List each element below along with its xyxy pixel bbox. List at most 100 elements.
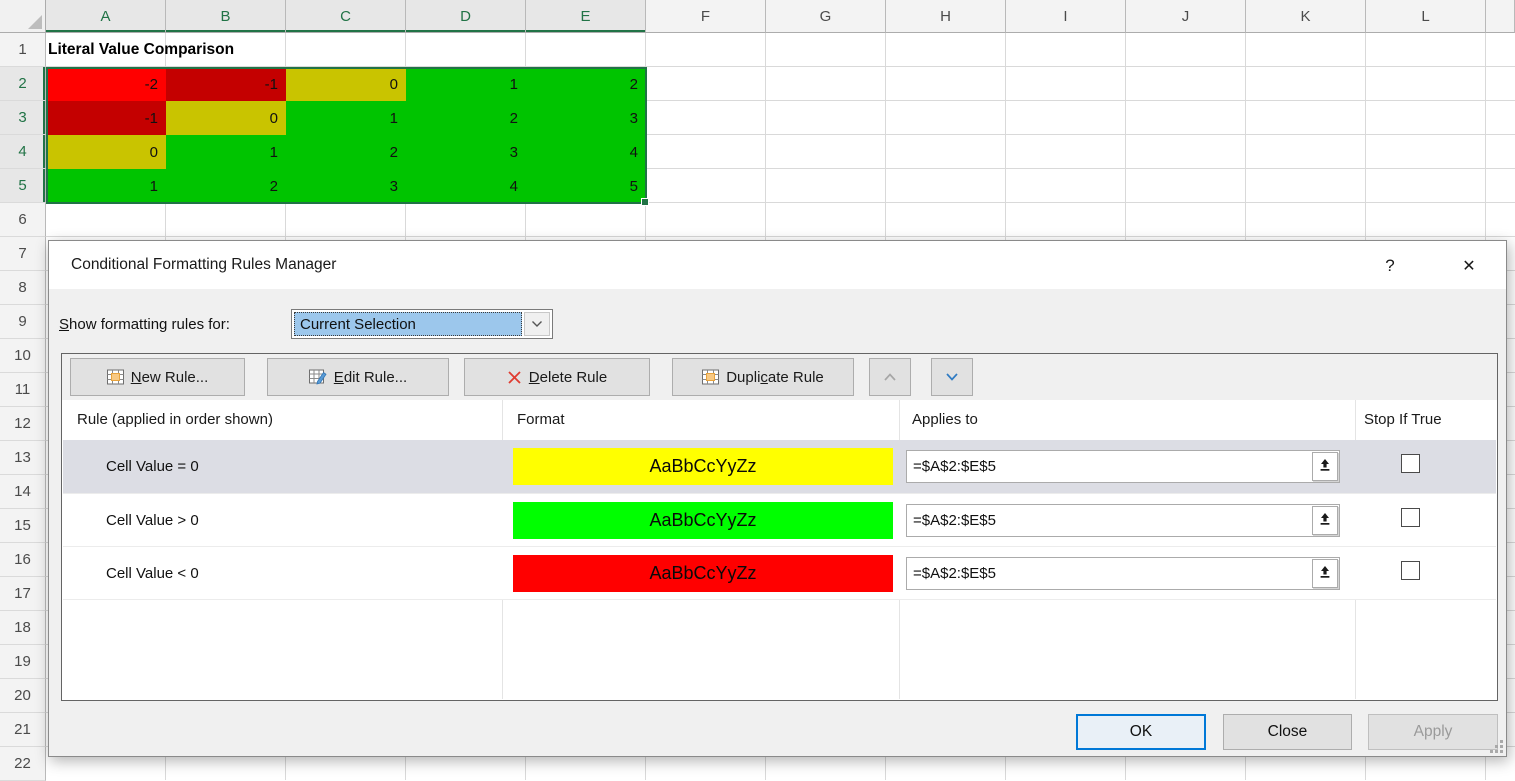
column-header-stop-if-true: Stop If True xyxy=(1364,411,1442,428)
collapse-dialog-icon xyxy=(1318,458,1332,475)
collapse-dialog-range-button[interactable] xyxy=(1312,559,1338,588)
conditional-formatting-rules-manager-dialog: Conditional Formatting Rules Manager ? ✕… xyxy=(48,240,1507,757)
select-all-corner[interactable] xyxy=(0,0,46,33)
dropdown-arrow-button[interactable] xyxy=(524,312,550,336)
collapse-dialog-icon xyxy=(1318,565,1332,582)
column-header-d[interactable]: D xyxy=(406,0,526,33)
apply-button[interactable]: Apply xyxy=(1368,714,1498,750)
help-button[interactable]: ? xyxy=(1376,253,1404,279)
table-edit-pencil-icon xyxy=(308,369,327,385)
column-header-rule: Rule (applied in order shown) xyxy=(77,411,273,428)
row-header-11[interactable]: 11 xyxy=(0,373,46,407)
show-rules-for-dropdown[interactable]: Current Selection xyxy=(291,309,553,339)
grid-cell-E2[interactable]: 2 xyxy=(526,67,646,101)
rule-row-cell-value-less-0[interactable]: Cell Value < 0 AaBbCcYyZz xyxy=(63,547,1496,600)
row-header-16[interactable]: 16 xyxy=(0,543,46,577)
row-header-18[interactable]: 18 xyxy=(0,611,46,645)
row-header-13[interactable]: 13 xyxy=(0,441,46,475)
row-header-12[interactable]: 12 xyxy=(0,407,46,441)
column-header-l[interactable]: L xyxy=(1366,0,1486,33)
row-header-6[interactable]: 6 xyxy=(0,203,46,237)
column-header-e[interactable]: E xyxy=(526,0,646,33)
row-header-9[interactable]: 9 xyxy=(0,305,46,339)
resize-grip[interactable] xyxy=(1490,740,1503,753)
column-header-c[interactable]: C xyxy=(286,0,406,33)
grid-cell-E3[interactable]: 3 xyxy=(526,101,646,135)
grid-cell-D2[interactable]: 1 xyxy=(406,67,526,101)
grid-cell-D4[interactable]: 3 xyxy=(406,135,526,169)
format-preview-swatch: AaBbCcYyZz xyxy=(513,502,893,539)
chevron-up-icon xyxy=(882,369,898,386)
help-icon: ? xyxy=(1385,256,1395,275)
table-new-icon xyxy=(106,369,124,385)
rule-description: Cell Value < 0 xyxy=(106,565,199,582)
close-icon: ✕ xyxy=(1462,258,1476,275)
duplicate-rule-button[interactable]: Duplicate Rule xyxy=(672,358,854,396)
row-header-5[interactable]: 5 xyxy=(0,169,46,203)
row-header-10[interactable]: 10 xyxy=(0,339,46,373)
edit-rule-button[interactable]: Edit Rule... xyxy=(267,358,449,396)
rule-row-cell-value-greater-0[interactable]: Cell Value > 0 AaBbCcYyZz xyxy=(63,494,1496,547)
grid-cell-D3[interactable]: 2 xyxy=(406,101,526,135)
grid-cell-A3[interactable]: -1 xyxy=(46,101,166,135)
new-rule-button[interactable]: New Rule... xyxy=(70,358,245,396)
row-header-8[interactable]: 8 xyxy=(0,271,46,305)
grid-cell-E5[interactable]: 5 xyxy=(526,169,646,203)
collapse-dialog-range-button[interactable] xyxy=(1312,452,1338,481)
column-header-b[interactable]: B xyxy=(166,0,286,33)
cell-a1-title[interactable]: Literal Value Comparison xyxy=(48,41,235,58)
collapse-dialog-range-button[interactable] xyxy=(1312,506,1338,535)
row-header-22[interactable]: 22 xyxy=(0,747,46,781)
row-header-15[interactable]: 15 xyxy=(0,509,46,543)
column-header-partial[interactable] xyxy=(1486,0,1515,33)
column-header-i[interactable]: I xyxy=(1006,0,1126,33)
column-header-f[interactable]: F xyxy=(646,0,766,33)
grid-cell-C4[interactable]: 2 xyxy=(286,135,406,169)
grid-cell-B4[interactable]: 1 xyxy=(166,135,286,169)
ok-button[interactable]: OK xyxy=(1076,714,1206,750)
grid-cell-E4[interactable]: 4 xyxy=(526,135,646,169)
column-header-k[interactable]: K xyxy=(1246,0,1366,33)
close-button[interactable]: Close xyxy=(1223,714,1352,750)
row-header-14[interactable]: 14 xyxy=(0,475,46,509)
stop-if-true-checkbox[interactable] xyxy=(1401,454,1420,473)
row-header-1[interactable]: 1 xyxy=(0,33,46,67)
row-header-20[interactable]: 20 xyxy=(0,679,46,713)
row-header-21[interactable]: 21 xyxy=(0,713,46,747)
applies-to-input[interactable] xyxy=(906,504,1340,537)
stop-if-true-checkbox[interactable] xyxy=(1401,508,1420,527)
column-header-h[interactable]: H xyxy=(886,0,1006,33)
column-header-j[interactable]: J xyxy=(1126,0,1246,33)
fill-handle[interactable] xyxy=(641,198,649,206)
row-header-3[interactable]: 3 xyxy=(0,101,46,135)
format-preview-swatch: AaBbCcYyZz xyxy=(513,555,893,592)
grid-cell-B3[interactable]: 0 xyxy=(166,101,286,135)
rule-row-cell-value-equals-0[interactable]: Cell Value = 0 AaBbCcYyZz xyxy=(63,440,1496,493)
applies-to-input[interactable] xyxy=(906,450,1340,483)
grid-cell-B5[interactable]: 2 xyxy=(166,169,286,203)
stop-if-true-checkbox[interactable] xyxy=(1401,561,1420,580)
dropdown-selected-value[interactable]: Current Selection xyxy=(294,312,522,336)
applies-to-input[interactable] xyxy=(906,557,1340,590)
dialog-close-button[interactable]: ✕ xyxy=(1455,253,1483,279)
column-header-a[interactable]: A xyxy=(46,0,166,33)
delete-rule-button[interactable]: Delete Rule xyxy=(464,358,650,396)
column-header-g[interactable]: G xyxy=(766,0,886,33)
row-header-19[interactable]: 19 xyxy=(0,645,46,679)
grid-cell-A2[interactable]: -2 xyxy=(46,67,166,101)
grid-cell-A5[interactable]: 1 xyxy=(46,169,166,203)
grid-cell-C3[interactable]: 1 xyxy=(286,101,406,135)
chevron-down-icon xyxy=(531,315,543,333)
row-header-4[interactable]: 4 xyxy=(0,135,46,169)
grid-cell-C2[interactable]: 0 xyxy=(286,67,406,101)
row-header-7[interactable]: 7 xyxy=(0,237,46,271)
row-header-2[interactable]: 2 xyxy=(0,67,46,101)
grid-cell-D5[interactable]: 4 xyxy=(406,169,526,203)
move-rule-down-button[interactable] xyxy=(931,358,973,396)
grid-cell-A4[interactable]: 0 xyxy=(46,135,166,169)
grid-cell-B2[interactable]: -1 xyxy=(166,67,286,101)
grid-cell-C5[interactable]: 3 xyxy=(286,169,406,203)
move-rule-up-button[interactable] xyxy=(869,358,911,396)
row-divider xyxy=(63,599,1496,600)
row-header-17[interactable]: 17 xyxy=(0,577,46,611)
